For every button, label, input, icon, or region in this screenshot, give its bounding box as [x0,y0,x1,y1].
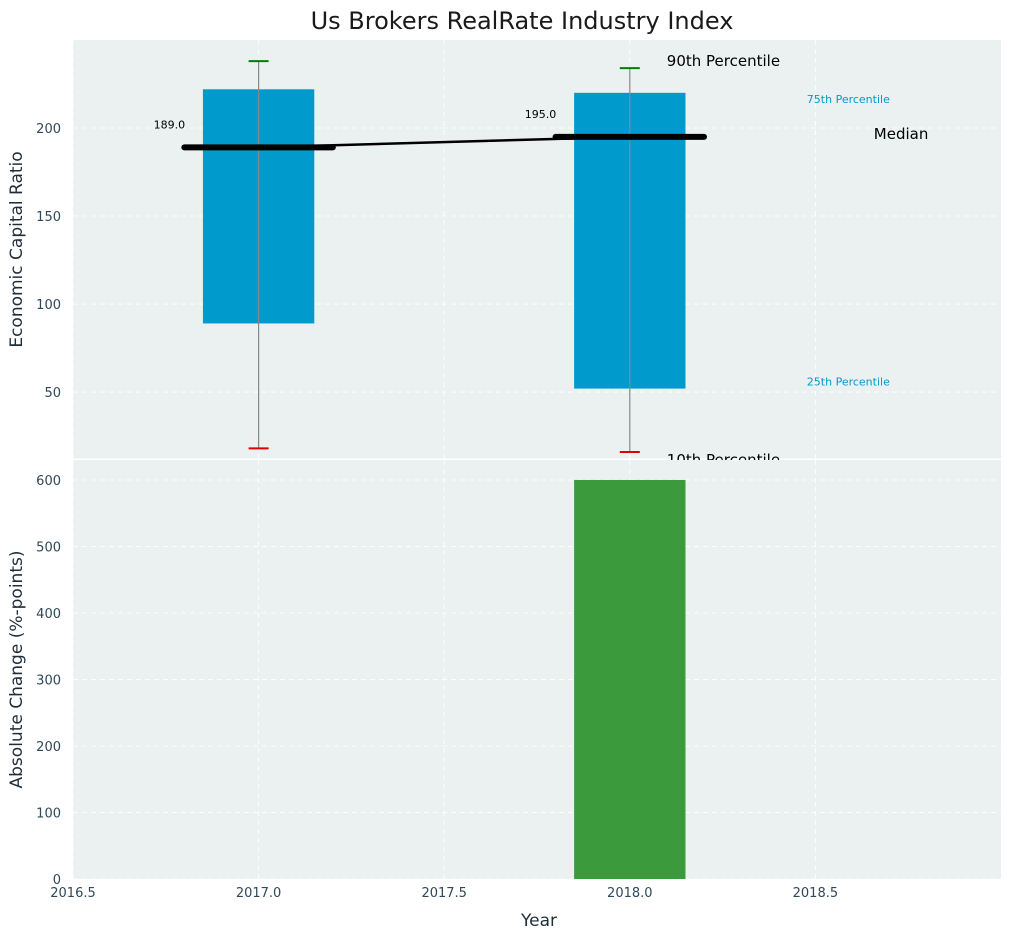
top-panel: 50 100 150 200 189.0 195.0 90th Percentile 10… [7,40,1001,469]
median-value-label: 195.0 [525,108,557,121]
top-y-tick-label: 100 [36,298,61,313]
bottom-y-tick-labels: 0 100 200 300 400 500 600 [36,474,61,888]
top-y-axis-label: Economic Capital Ratio [7,151,27,347]
absolute-change-bar [574,479,686,879]
x-tick-label: 2016.5 [50,886,96,901]
annotation-75th-percentile: 75th Percentile [807,93,890,106]
top-y-tick-label: 50 [44,386,61,401]
bottom-y-axis-label: Absolute Change (%-points) [7,551,27,789]
x-tick-labels: 2016.5 2017.0 2017.5 2018.0 2018.5 [50,886,838,901]
bottom-y-tick-label: 500 [36,540,61,555]
bottom-y-tick-label: 0 [53,873,61,888]
x-axis-label: Year [520,911,557,931]
bottom-y-tick-label: 400 [36,607,61,622]
chart-title: Us Brokers RealRate Industry Index [311,7,734,35]
median-trend-line [258,135,630,149]
bottom-gridlines [72,460,1001,880]
top-y-tick-label: 200 [36,122,61,137]
bottom-panel-background [73,460,1001,879]
x-tick-label: 2017.5 [421,886,467,901]
median-value-label: 189.0 [154,118,186,131]
x-tick-label: 2018.5 [793,886,839,901]
annotation-25th-percentile: 25th Percentile [807,376,890,389]
bottom-y-tick-label: 200 [36,740,61,755]
x-tick-label: 2017.0 [236,886,282,901]
annotation-median: Median [874,125,929,143]
top-y-tick-labels: 50 100 150 200 [36,122,61,401]
bottom-y-tick-label: 300 [36,673,61,688]
top-boxplot-marks: 189.0 195.0 [73,60,1001,461]
bottom-bar-marks [574,479,686,879]
bottom-y-tick-label: 100 [36,806,61,821]
top-y-tick-label: 150 [36,210,61,225]
x-tick-label: 2018.0 [607,886,653,901]
bottom-y-tick-label: 600 [36,474,61,489]
annotation-90th-percentile: 90th Percentile [667,52,780,70]
